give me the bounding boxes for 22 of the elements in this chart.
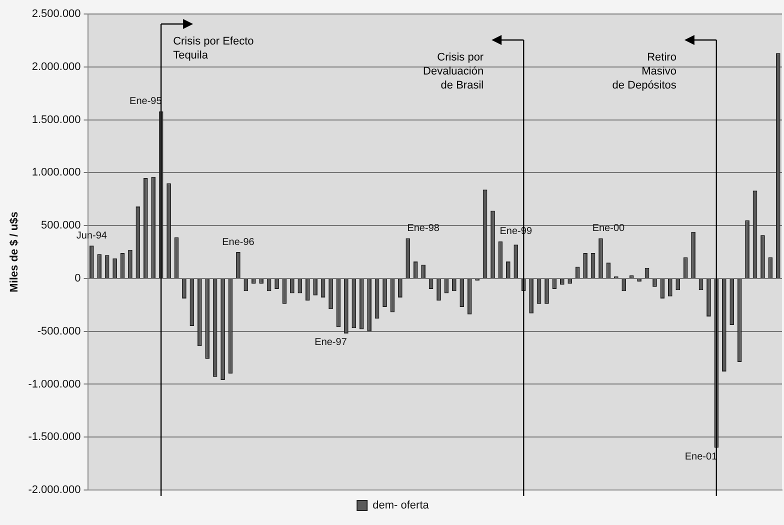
x-tick-label: Jun-94 (76, 230, 108, 242)
y-tick-label: 2.500.000 (32, 8, 81, 20)
y-tick-label: -1.500.000 (28, 431, 81, 444)
y-tick-label: 0 (74, 272, 81, 284)
y-tick-label: 1.500.000 (32, 114, 81, 126)
y-tick-label: -1.000.000 (28, 378, 81, 390)
x-tick-label: Ene-01 (684, 451, 718, 462)
x-tick-label: Ene-00 (592, 223, 626, 234)
y-axis-title: Miles de $ / u$s (8, 212, 21, 292)
x-tick-label: Ene-98 (407, 223, 440, 234)
annotation: Retiro Masivo de Depósitos (612, 52, 677, 92)
annotation: Crisis por Efecto Tequila (173, 36, 254, 62)
annotation: Crisis por Devaluación de Brasil (423, 52, 484, 92)
legend-label: dem- oferta (372, 500, 430, 512)
y-tick-label: 2.000.000 (32, 60, 81, 73)
y-tick-label: 500.000 (41, 220, 81, 232)
x-tick-label: Ene-96 (222, 236, 255, 248)
x-tick-label: Ene-95 (130, 96, 162, 108)
y-tick-label: -2.000.000 (28, 484, 81, 496)
x-tick-label: Ene-97 (314, 337, 348, 348)
y-tick-label: -500.000 (37, 325, 81, 338)
y-tick-label: 1.000.000 (32, 166, 81, 179)
